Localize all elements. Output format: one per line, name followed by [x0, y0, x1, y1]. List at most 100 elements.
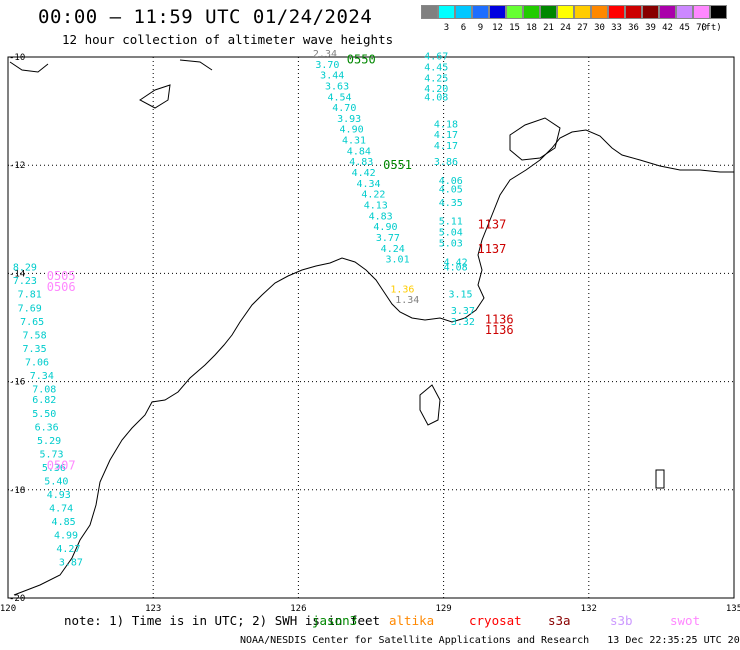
- wave-height-value: 4.84: [347, 146, 371, 157]
- colorbar-label: 39: [645, 23, 656, 33]
- coastline-island-2: [139, 84, 171, 109]
- wave-height-value: 4.45: [424, 63, 448, 74]
- pass-id-label: 0550: [347, 53, 376, 67]
- y-tick-label: -20: [9, 594, 25, 604]
- wave-height-value: 4.25: [424, 73, 448, 84]
- colorbar-swatch: [591, 5, 608, 19]
- coastline-island-6: [179, 59, 213, 71]
- wave-height-value: 4.20: [424, 84, 448, 95]
- colorbar-swatch: [506, 5, 523, 19]
- wave-height-value: 3.77: [376, 233, 400, 244]
- wave-height-value: 5.73: [39, 449, 63, 460]
- colorbar-label: 12: [492, 23, 503, 33]
- pass-id-label: 1137: [477, 218, 506, 232]
- pass-id-label: 0507: [47, 458, 76, 472]
- wave-height-value: 8.29: [13, 263, 37, 274]
- coastline-island-5: [655, 469, 665, 489]
- x-tick-label: 120: [0, 604, 16, 614]
- wave-height-value: 4.67: [424, 52, 448, 63]
- wave-height-value: 4.99: [54, 530, 78, 541]
- wave-height-value: 4.35: [439, 198, 463, 209]
- wave-height-value: 7.08: [32, 384, 56, 395]
- wave-height-value: 7.34: [30, 371, 54, 382]
- wave-height-value: 4.27: [56, 544, 80, 555]
- wave-height-value: 5.03: [439, 238, 463, 249]
- wave-height-value: 3.63: [325, 81, 349, 92]
- wave-height-value: 4.06: [439, 176, 463, 187]
- satellite-legend-s3b: s3b: [610, 613, 633, 628]
- wave-height-value: 3.86: [434, 157, 458, 168]
- wave-height-value: 4.31: [342, 136, 366, 147]
- coastline-island-3: [9, 61, 49, 73]
- wave-height-value: 4.74: [49, 503, 73, 514]
- wave-height-value: 5.11: [439, 217, 463, 228]
- wave-height-value: 3.87: [59, 558, 83, 569]
- colorbar-swatch: [472, 5, 489, 19]
- coastline: [9, 59, 734, 596]
- wave-height-value: 5.04: [439, 228, 463, 239]
- wave-height-value: 4.08: [444, 263, 468, 274]
- colorbar-swatch: [557, 5, 574, 19]
- colorbar-label: 30: [594, 23, 605, 33]
- satellite-legend-jason3: jason3: [312, 613, 358, 628]
- pass-id-label: 0506: [47, 280, 76, 294]
- wave-height-value: 7.65: [20, 317, 44, 328]
- colorbar-swatch: [625, 5, 642, 19]
- wave-height-value: 7.81: [18, 290, 42, 301]
- satellite-legend-cryosat: cryosat: [469, 613, 522, 628]
- satellite-legend-altika: altika: [389, 613, 435, 628]
- wave-height-value: 5.50: [32, 409, 56, 420]
- colorbar-swatch: [693, 5, 710, 19]
- wave-height-value: 4.42: [444, 257, 468, 268]
- pass-id-label: 0505: [47, 269, 76, 283]
- wave-height-value: 3.44: [320, 71, 344, 82]
- colorbar-swatch: [676, 5, 693, 19]
- colorbar-swatch: [489, 5, 506, 19]
- wave-height-value: 4.93: [47, 490, 71, 501]
- colorbar-label: 27: [577, 23, 588, 33]
- wave-height-value: 2.34: [313, 49, 337, 60]
- colorbar-swatch: [523, 5, 540, 19]
- colorbar-swatch: [574, 5, 591, 19]
- y-tick-label: -18: [9, 486, 25, 496]
- credit-text: NOAA/NESDIS Center for Satellite Applica…: [240, 635, 590, 646]
- wave-height-observations: 2.343.703.443.634.544.703.934.904.314.84…: [13, 49, 475, 569]
- colorbar-label: 9: [477, 23, 484, 33]
- pass-id-label: 1136: [485, 323, 514, 337]
- wave-height-value: 5.29: [37, 436, 61, 447]
- x-tick-label: 129: [435, 604, 451, 614]
- pass-id-label: 1136: [485, 312, 514, 326]
- map-subtitle: 12 hour collection of altimeter wave hei…: [62, 32, 394, 47]
- y-tick-label: -12: [9, 161, 25, 171]
- wave-height-value: 3.70: [315, 60, 339, 71]
- colorbar-swatch: [455, 5, 472, 19]
- wave-height-value: 4.34: [356, 179, 380, 190]
- y-tick-label: -16: [9, 378, 25, 388]
- wave-height-value: 4.08: [424, 92, 448, 103]
- colorbar-swatch: [659, 5, 676, 19]
- wave-height-value: 4.90: [340, 125, 364, 136]
- wave-height-value: 4.17: [434, 141, 458, 152]
- wave-height-value: 5.40: [44, 476, 68, 487]
- wave-height-value: 4.54: [327, 92, 351, 103]
- wave-height-value: 4.22: [361, 190, 385, 201]
- colorbar-swatch: [608, 5, 625, 19]
- x-tick-label: 123: [145, 604, 161, 614]
- wave-height-value: 7.69: [18, 303, 42, 314]
- colorbar-label: 18: [526, 23, 537, 33]
- pass-id-label: 0551: [383, 158, 412, 172]
- wave-height-value: 1.34: [395, 295, 419, 306]
- coastline-main: [13, 129, 734, 596]
- colorbar-label: 33: [611, 23, 622, 33]
- wave-height-value: 4.83: [369, 211, 393, 222]
- wave-height-value: 4.13: [364, 200, 388, 211]
- colorbar-label: 6: [460, 23, 467, 33]
- wave-height-value: 4.18: [434, 119, 458, 130]
- wave-height-value: 7.58: [23, 330, 47, 341]
- footer-note: note: 1) Time is in UTC; 2) SWH is in fe…: [64, 613, 381, 628]
- wave-height-value: 1.36: [390, 284, 414, 295]
- wave-height-value: 4.90: [373, 222, 397, 233]
- wave-height-value: 3.37: [451, 306, 475, 317]
- colorbar-swatch: [540, 5, 557, 19]
